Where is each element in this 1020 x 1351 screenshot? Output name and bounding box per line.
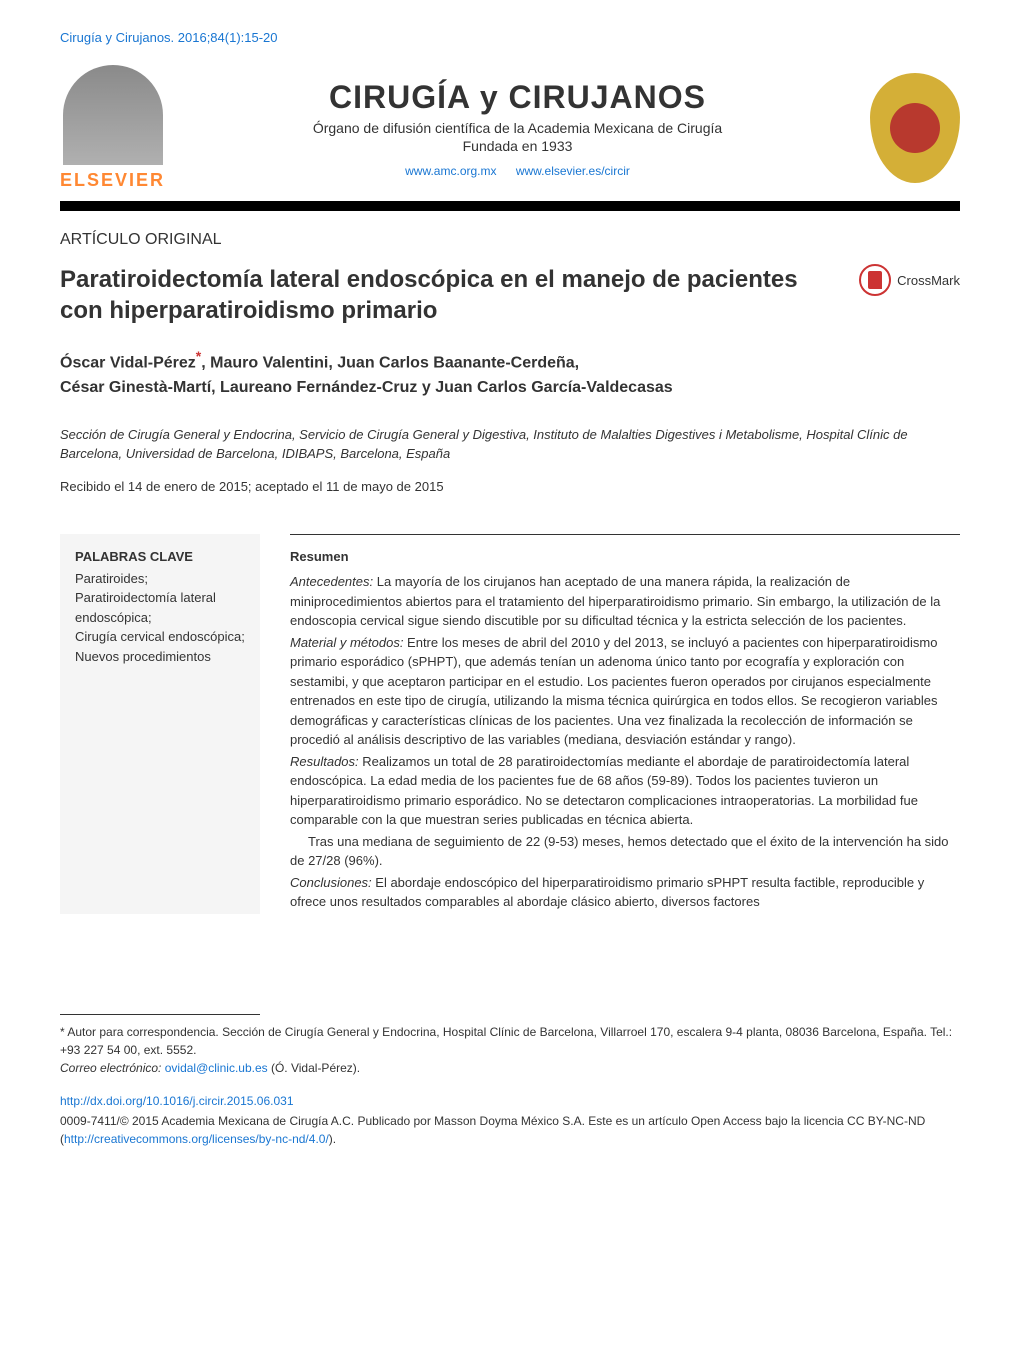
- email-author: (Ó. Vidal-Pérez).: [268, 1061, 360, 1075]
- resultados-label: Resultados:: [290, 754, 359, 769]
- journal-link-2[interactable]: www.elsevier.es/circir: [516, 164, 630, 178]
- academy-logo: [870, 73, 960, 183]
- journal-title-block: CIRUGÍA y CIRUJANOS Órgano de difusión c…: [165, 79, 870, 178]
- affiliation: Sección de Cirugía General y Endocrina, …: [60, 425, 960, 464]
- keywords-heading: PALABRAS CLAVE: [75, 549, 245, 564]
- antecedentes-text: La mayoría de los cirujanos han aceptado…: [290, 574, 940, 628]
- material-text: Entre los meses de abril del 2010 y del …: [290, 635, 937, 748]
- license-link[interactable]: http://creativecommons.org/licenses/by-n…: [64, 1132, 329, 1146]
- authors-line2: César Ginestà-Martí, Laureano Fernández-…: [60, 379, 673, 396]
- abstract-conclusiones: Conclusiones: El abordaje endoscópico de…: [290, 873, 960, 912]
- header-citation: Cirugía y Cirujanos. 2016;84(1):15-20: [60, 30, 960, 45]
- crossmark-badge[interactable]: CrossMark: [859, 264, 960, 296]
- author-first: Óscar Vidal-Pérez: [60, 355, 196, 372]
- academy-shield-icon: [870, 73, 960, 183]
- antecedentes-label: Antecedentes:: [290, 574, 373, 589]
- journal-founded: Fundada en 1933: [165, 138, 870, 154]
- conclusiones-text: El abordaje endoscópico del hiperparatir…: [290, 875, 924, 910]
- email-label: Correo electrónico:: [60, 1061, 161, 1075]
- abstract-antecedentes: Antecedentes: La mayoría de los cirujano…: [290, 572, 960, 631]
- crossmark-label: CrossMark: [897, 273, 960, 288]
- publisher-name: ELSEVIER: [60, 170, 165, 191]
- academy-inner-icon: [890, 103, 940, 153]
- footer-rule: [60, 1014, 260, 1015]
- email-line: Correo electrónico: ovidal@clinic.ub.es …: [60, 1059, 960, 1077]
- content-row: PALABRAS CLAVE Paratiroides; Paratiroide…: [60, 534, 960, 914]
- authors-rest-line1: , Mauro Valentini, Juan Carlos Baanante-…: [201, 355, 579, 372]
- abstract-resultados: Resultados: Realizamos un total de 28 pa…: [290, 752, 960, 830]
- dates: Recibido el 14 de enero de 2015; aceptad…: [60, 479, 960, 494]
- abstract-followup: Tras una mediana de seguimiento de 22 (9…: [290, 832, 960, 871]
- correspondence: * Autor para correspondencia. Sección de…: [60, 1023, 960, 1059]
- authors: Óscar Vidal-Pérez*, Mauro Valentini, Jua…: [60, 346, 960, 399]
- abstract-material: Material y métodos: Entre los meses de a…: [290, 633, 960, 750]
- copyright-end: ).: [329, 1132, 336, 1146]
- crossmark-icon: [859, 264, 891, 296]
- keywords-list: Paratiroides; Paratiroidectomía lateral …: [75, 569, 245, 667]
- doi-link[interactable]: http://dx.doi.org/10.1016/j.circir.2015.…: [60, 1092, 960, 1110]
- title-row: Paratiroidectomía lateral endoscópica en…: [60, 264, 960, 326]
- email-link[interactable]: ovidal@clinic.ub.es: [165, 1061, 268, 1075]
- footer: * Autor para correspondencia. Sección de…: [60, 1014, 960, 1148]
- resultados-text: Realizamos un total de 28 paratiroidecto…: [290, 754, 918, 828]
- journal-title: CIRUGÍA y CIRUJANOS: [165, 79, 870, 116]
- journal-header: ELSEVIER CIRUGÍA y CIRUJANOS Órgano de d…: [60, 65, 960, 191]
- journal-subtitle: Órgano de difusión científica de la Acad…: [165, 120, 870, 136]
- article-type: ARTÍCULO ORIGINAL: [60, 231, 960, 249]
- journal-links: www.amc.org.mx www.elsevier.es/circir: [165, 164, 870, 178]
- abstract-heading: Resumen: [290, 547, 960, 567]
- material-label: Material y métodos:: [290, 635, 403, 650]
- conclusiones-label: Conclusiones:: [290, 875, 372, 890]
- copyright: 0009-7411/© 2015 Academia Mexicana de Ci…: [60, 1112, 960, 1148]
- abstract-block: Resumen Antecedentes: La mayoría de los …: [290, 534, 960, 914]
- divider-bar: [60, 201, 960, 211]
- journal-link-1[interactable]: www.amc.org.mx: [405, 164, 496, 178]
- keywords-box: PALABRAS CLAVE Paratiroides; Paratiroide…: [60, 534, 260, 914]
- elsevier-tree-icon: [63, 65, 163, 165]
- publisher-logo: ELSEVIER: [60, 65, 165, 191]
- article-title: Paratiroidectomía lateral endoscópica en…: [60, 264, 810, 326]
